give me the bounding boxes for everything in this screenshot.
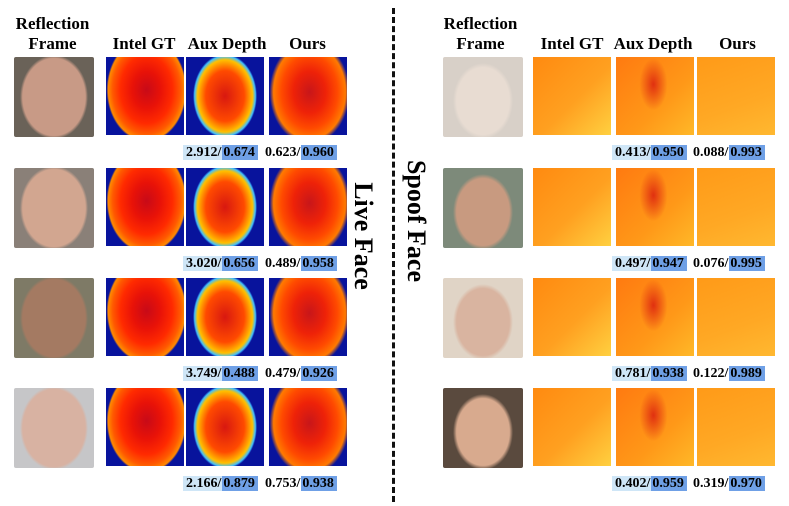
header-reflection-frame-live: Reflection Frame (15, 14, 90, 53)
metric-error-value: 0.402/ (612, 476, 652, 491)
live-aux-metric: 3.749/0.488 (183, 364, 258, 384)
gt-spoof-depth-map (533, 57, 611, 135)
face-image (443, 57, 523, 137)
live-ours-metric: 0.489/0.958 (262, 254, 337, 274)
ours-spoof-depth-map (697, 388, 775, 466)
metric-error-value: 0.753/ (265, 476, 301, 491)
gt-spoof-depth-map (533, 388, 611, 466)
metric-score-value: 0.488 (222, 366, 258, 381)
metric-error-value: 0.319/ (693, 476, 729, 491)
gt-live-depth-map (106, 168, 184, 246)
spoof-face-label: Spoof Face (402, 159, 431, 283)
metric-score-value: 0.989 (729, 366, 765, 381)
spoof-aux-metric: 0.781/0.938 (612, 364, 687, 384)
metric-score-value: 0.656 (222, 256, 258, 271)
header-ours-spoof: Ours (719, 34, 756, 53)
metric-error-value: 0.413/ (612, 145, 652, 160)
metric-error-value: 0.623/ (265, 145, 301, 160)
face-image (443, 388, 523, 468)
aux-spoof-depth-map (616, 168, 694, 246)
face-image (443, 168, 523, 248)
metric-score-value: 0.959 (651, 476, 687, 491)
aux-live-depth-map (186, 388, 264, 466)
gt-spoof-depth-map (533, 168, 611, 246)
header-ours-live: Ours (289, 34, 326, 53)
metric-error-value: 0.497/ (612, 256, 652, 271)
face-image (14, 168, 94, 248)
metric-error-value: 0.479/ (265, 366, 301, 381)
spoof-aux-metric: 0.413/0.950 (612, 143, 687, 163)
ours-spoof-depth-map (697, 57, 775, 135)
metric-error-value: 0.489/ (265, 256, 301, 271)
header-intel-gt-live: Intel GT (112, 34, 176, 53)
ours-spoof-depth-map (697, 168, 775, 246)
live-ours-metric: 0.753/0.938 (262, 474, 337, 494)
metric-error-value: 0.088/ (693, 145, 729, 160)
aux-live-depth-map (186, 168, 264, 246)
metric-score-value: 0.879 (222, 476, 258, 491)
section-divider (392, 8, 395, 502)
aux-spoof-depth-map (616, 57, 694, 135)
ours-live-depth-map (269, 168, 347, 246)
metric-error-value: 3.020/ (183, 256, 223, 271)
spoof-aux-metric: 0.402/0.959 (612, 474, 687, 494)
aux-live-depth-map (186, 278, 264, 356)
spoof-ours-metric: 0.122/0.989 (690, 364, 765, 384)
metric-score-value: 0.926 (301, 366, 337, 381)
metric-error-value: 3.749/ (183, 366, 223, 381)
metric-error-value: 0.781/ (612, 366, 652, 381)
spoof-ours-metric: 0.088/0.993 (690, 143, 765, 163)
metric-score-value: 0.995 (729, 256, 765, 271)
spoof-ours-metric: 0.319/0.970 (690, 474, 765, 494)
metric-score-value: 0.950 (651, 145, 687, 160)
metric-score-value: 0.970 (729, 476, 765, 491)
spoof-aux-metric: 0.497/0.947 (612, 254, 687, 274)
face-image (14, 388, 94, 468)
ours-spoof-depth-map (697, 278, 775, 356)
gt-live-depth-map (106, 57, 184, 135)
metric-score-value: 0.947 (651, 256, 687, 271)
header-intel-gt-spoof: Intel GT (540, 34, 604, 53)
metric-error-value: 2.166/ (183, 476, 223, 491)
metric-score-value: 0.938 (301, 476, 337, 491)
metric-score-value: 0.993 (729, 145, 765, 160)
live-aux-metric: 2.912/0.674 (183, 143, 258, 163)
face-image (14, 278, 94, 358)
live-aux-metric: 2.166/0.879 (183, 474, 258, 494)
header-aux-depth-live: Aux Depth (187, 34, 267, 53)
aux-live-depth-map (186, 57, 264, 135)
metric-error-value: 0.122/ (693, 366, 729, 381)
metric-score-value: 0.938 (651, 366, 687, 381)
header-aux-depth-spoof: Aux Depth (613, 34, 693, 53)
metric-error-value: 0.076/ (693, 256, 729, 271)
metric-error-value: 2.912/ (183, 145, 223, 160)
gt-live-depth-map (106, 388, 184, 466)
aux-spoof-depth-map (616, 388, 694, 466)
metric-score-value: 0.960 (301, 145, 337, 160)
metric-score-value: 0.674 (222, 145, 258, 160)
ours-live-depth-map (269, 57, 347, 135)
gt-live-depth-map (106, 278, 184, 356)
live-ours-metric: 0.479/0.926 (262, 364, 337, 384)
metric-score-value: 0.958 (301, 256, 337, 271)
face-image (14, 57, 94, 137)
spoof-ours-metric: 0.076/0.995 (690, 254, 765, 274)
live-aux-metric: 3.020/0.656 (183, 254, 258, 274)
live-ours-metric: 0.623/0.960 (262, 143, 337, 163)
gt-spoof-depth-map (533, 278, 611, 356)
ours-live-depth-map (269, 388, 347, 466)
ours-live-depth-map (269, 278, 347, 356)
live-face-label: Live Face (349, 182, 378, 290)
face-image (443, 278, 523, 358)
aux-spoof-depth-map (616, 278, 694, 356)
header-reflection-frame-spoof: Reflection Frame (443, 14, 518, 53)
